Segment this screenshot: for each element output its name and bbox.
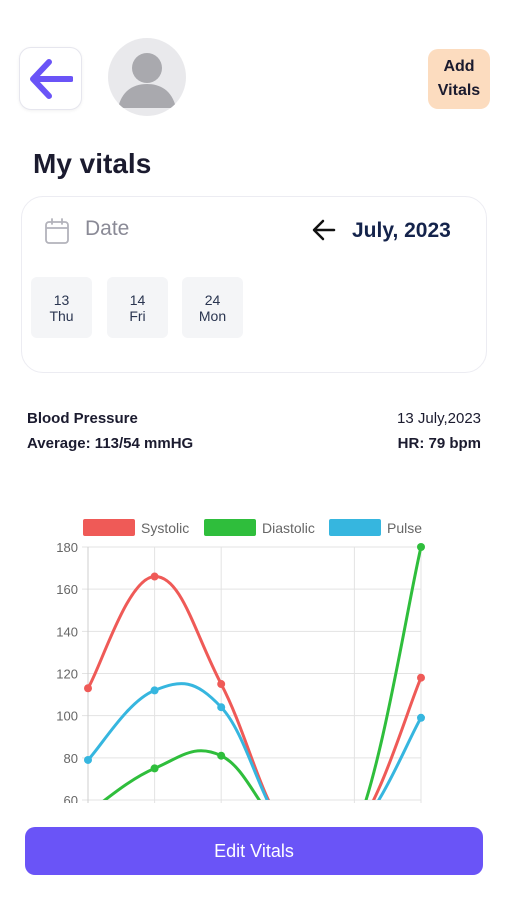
day-of-week: Fri bbox=[129, 307, 146, 324]
day-of-week: Mon bbox=[198, 307, 227, 324]
data-point-diastolic bbox=[150, 764, 159, 773]
edit-vitals-button[interactable]: Edit Vitals bbox=[25, 827, 483, 875]
data-point-systolic bbox=[150, 572, 159, 581]
date-picker-card: Date July, 2023 13 Thu 14 Fri 24 Mon bbox=[21, 196, 487, 373]
add-vitals-button[interactable]: Add Vitals bbox=[428, 49, 490, 109]
day-chip[interactable]: 24 Mon bbox=[182, 277, 243, 338]
data-point-diastolic bbox=[417, 543, 425, 551]
data-point-systolic bbox=[417, 673, 425, 682]
y-tick-label: 120 bbox=[56, 667, 78, 682]
data-point-diastolic bbox=[217, 751, 226, 760]
user-placeholder-icon bbox=[118, 53, 176, 108]
data-point-pulse bbox=[84, 755, 92, 764]
vital-type-title: Blood Pressure bbox=[27, 410, 138, 427]
day-of-week: Thu bbox=[49, 307, 74, 324]
day-chip[interactable]: 13 Thu bbox=[31, 277, 92, 338]
legend-swatch-systolic bbox=[83, 519, 135, 536]
arrow-left-icon bbox=[29, 58, 73, 99]
data-point-pulse bbox=[417, 713, 425, 722]
previous-month-arrow-icon[interactable] bbox=[312, 219, 336, 241]
average-reading: Average: 113/54 mmHG bbox=[27, 435, 194, 452]
y-tick-label: 140 bbox=[56, 624, 78, 639]
y-tick-label: 100 bbox=[56, 709, 78, 724]
data-point-pulse bbox=[217, 703, 226, 712]
day-chip[interactable]: 14 Fri bbox=[107, 277, 168, 338]
back-button[interactable] bbox=[19, 47, 82, 110]
legend-label-systolic: Systolic bbox=[141, 520, 189, 536]
blood-pressure-chart: 180 160 140 120 100 80 60 Systolic Diastolic Puls… bbox=[0, 505, 507, 803]
series-line-pulse bbox=[88, 682, 423, 800]
legend-swatch-diastolic bbox=[204, 519, 256, 536]
month-label: July, 2023 bbox=[352, 219, 451, 242]
day-number: 24 bbox=[204, 291, 221, 308]
data-point-systolic bbox=[84, 684, 92, 693]
y-tick-label: 80 bbox=[64, 751, 78, 766]
y-tick-label: 160 bbox=[56, 582, 78, 597]
day-number: 14 bbox=[129, 291, 146, 308]
data-point-systolic bbox=[217, 680, 226, 689]
avatar[interactable] bbox=[108, 38, 186, 116]
y-tick-label: 180 bbox=[56, 540, 78, 555]
series-line-systolic bbox=[88, 575, 423, 800]
date-label: Date bbox=[85, 217, 130, 240]
data-point-pulse bbox=[150, 686, 159, 695]
day-number: 13 bbox=[53, 291, 70, 308]
legend-label-diastolic: Diastolic bbox=[262, 520, 315, 536]
chart-svg: 180 160 140 120 100 80 60 Systolic Diastolic Puls… bbox=[56, 519, 425, 803]
y-tick-label: 60 bbox=[64, 793, 78, 803]
legend-swatch-pulse bbox=[329, 519, 381, 536]
legend-label-pulse: Pulse bbox=[387, 520, 422, 536]
page-title: My vitals bbox=[33, 148, 152, 179]
reading-date: 13 July,2023 bbox=[397, 410, 481, 427]
heart-rate: HR: 79 bpm bbox=[397, 435, 481, 452]
calendar-icon[interactable] bbox=[44, 218, 70, 245]
